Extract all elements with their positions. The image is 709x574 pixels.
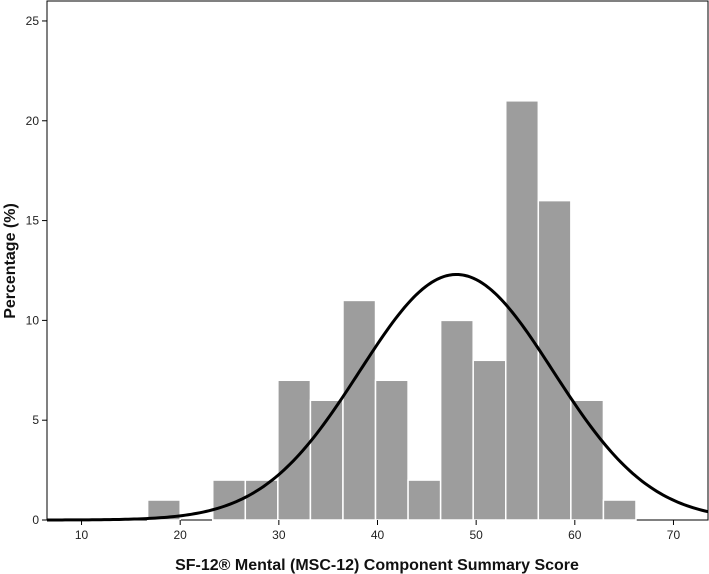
histogram-bar [439, 319, 474, 521]
histogram-bar [342, 299, 377, 521]
x-tick-label: 20 [174, 528, 188, 542]
y-tick-label: 25 [26, 14, 40, 28]
y-tick-label: 15 [26, 214, 40, 228]
y-tick-label: 20 [26, 114, 40, 128]
x-tick-label: 60 [568, 528, 582, 542]
histogram-bar [407, 479, 442, 521]
histogram-bar [146, 499, 181, 521]
x-tick-label: 50 [469, 528, 483, 542]
histogram-bar [472, 359, 507, 521]
x-tick-label: 70 [667, 528, 681, 542]
x-axis: 10 20 30 40 50 60 70 [75, 520, 681, 542]
y-tick-label: 10 [26, 313, 40, 327]
x-tick-label: 10 [75, 528, 89, 542]
histogram-bar [374, 379, 409, 521]
histogram-bar [602, 499, 637, 521]
x-tick-label: 30 [272, 528, 286, 542]
y-axis: 0 5 10 15 20 25 [26, 14, 47, 527]
y-axis-title: Percentage (%) [2, 203, 19, 319]
x-tick-label: 40 [371, 528, 385, 542]
histogram-bar [277, 379, 312, 521]
y-tick-label: 0 [32, 513, 39, 527]
y-tick-label: 5 [32, 413, 39, 427]
x-axis-title: SF-12® Mental (MSC-12) Component Summary… [175, 557, 579, 574]
normal-curve [46, 272, 709, 522]
histogram-bar [537, 199, 572, 521]
histogram-bar [570, 399, 605, 521]
